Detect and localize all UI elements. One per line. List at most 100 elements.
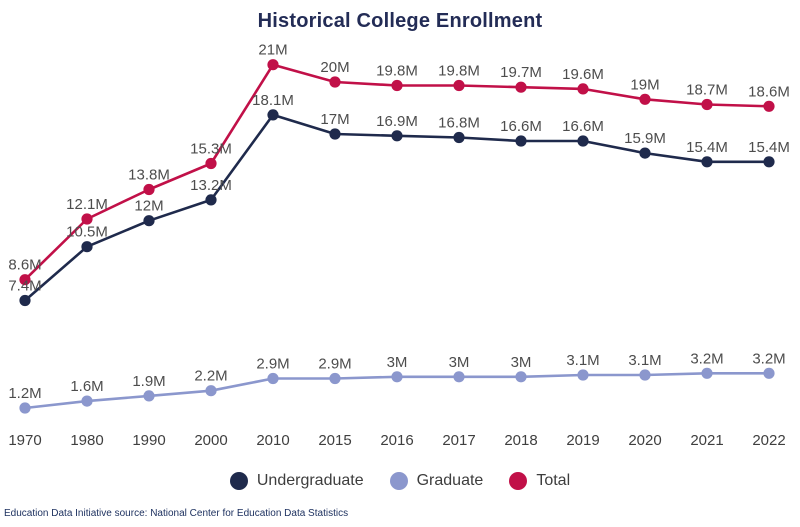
data-label-undergraduate-1990: 12M [134,198,163,215]
data-point-total-1990 [143,183,155,196]
data-label-undergraduate-2000: 13.2M [190,177,232,194]
data-point-graduate-2020 [639,369,651,381]
data-label-graduate-1980: 1.6M [70,378,103,395]
legend-item-graduate: Graduate [389,472,484,490]
x-axis-label-1980: 1980 [70,432,103,449]
data-label-total-1990: 13.8M [128,167,170,184]
data-label-undergraduate-2016: 16.9M [376,113,418,130]
data-point-graduate-2018 [515,371,527,383]
data-point-total-2022 [763,100,775,112]
data-point-graduate-2016 [391,371,403,383]
data-point-total-1980 [81,213,93,225]
legend-item-total: Total [509,472,570,490]
data-label-undergraduate-2015: 17M [320,111,349,128]
legend-label-total: Total [536,472,571,489]
data-point-total-2021 [701,98,713,111]
data-label-total-2019: 19.6M [562,66,604,83]
data-label-graduate-2016: 3M [387,354,408,371]
data-label-total-2022: 18.6M [748,83,790,100]
data-label-graduate-1970: 1.2M [8,385,41,402]
data-label-graduate-2019: 3.1M [566,352,599,369]
data-label-total-2018: 19.7M [500,64,542,81]
x-axis-label-2019: 2019 [566,432,599,449]
legend-item-undergraduate: Undergraduate [229,472,364,490]
data-point-total-2018 [515,81,527,93]
data-point-undergraduate-2016 [391,130,403,142]
data-point-undergraduate-1980 [81,241,93,253]
data-point-total-2015 [329,76,341,88]
data-point-total-2000 [205,157,217,170]
data-point-graduate-2015 [329,372,341,385]
data-point-total-1970 [19,274,31,286]
data-label-graduate-2010: 2.9M [256,356,289,373]
data-point-total-2020 [639,93,651,105]
data-label-undergraduate-2017: 16.8M [438,115,480,132]
undergraduate-dot-icon [229,472,248,490]
data-label-graduate-1990: 1.9M [132,373,165,390]
data-point-total-2016 [391,79,403,92]
graduate-dot-icon [389,472,408,490]
data-point-total-2019 [577,83,589,95]
data-label-total-2021: 18.7M [686,82,728,99]
data-point-undergraduate-2017 [453,131,465,144]
data-point-undergraduate-1970 [19,294,31,307]
data-label-undergraduate-2021: 15.4M [686,139,728,156]
data-point-total-2017 [453,79,465,92]
data-label-undergraduate-2019: 16.6M [562,118,604,135]
data-label-graduate-2020: 3.1M [628,352,661,369]
chart-title: Historical College Enrollment [257,10,543,32]
data-label-graduate-2017: 3M [449,354,470,371]
x-axis-label-2010: 2010 [256,432,289,449]
x-axis-label-2020: 2020 [628,432,661,449]
data-point-undergraduate-2010 [267,109,279,121]
data-point-total-2010 [267,59,279,71]
data-label-graduate-2018: 3M [511,354,532,371]
source-attribution: Education Data Initiative source: Nation… [4,508,349,519]
data-point-graduate-1970 [19,402,31,414]
data-label-total-2016: 19.8M [376,63,418,80]
x-axis-label-2015: 2015 [318,432,351,449]
data-label-graduate-2015: 2.9M [318,356,351,373]
data-point-undergraduate-2022 [763,156,775,168]
data-label-undergraduate-2020: 15.9M [624,130,666,147]
data-label-graduate-2000: 2.2M [194,368,227,385]
data-point-graduate-2022 [763,367,775,379]
data-label-total-2020: 19M [630,76,659,93]
data-point-undergraduate-2015 [329,128,341,140]
x-axis-label-2021: 2021 [690,432,723,449]
data-label-undergraduate-2022: 15.4M [748,139,790,156]
data-point-undergraduate-1990 [143,215,155,227]
data-label-total-2000: 15.3M [190,141,232,158]
data-point-graduate-2000 [205,385,217,397]
x-axis-label-1990: 1990 [132,432,165,449]
data-point-undergraduate-2020 [639,147,651,159]
data-point-graduate-1980 [81,395,93,407]
data-label-total-2015: 20M [320,59,349,76]
data-label-total-1980: 12.1M [66,196,108,213]
chart-legend: Undergraduate Graduate Total [0,472,800,490]
data-point-graduate-1990 [143,390,155,402]
data-point-graduate-2017 [453,371,465,383]
total-dot-icon [509,472,528,490]
data-label-total-2010: 21M [258,42,287,59]
data-point-graduate-2021 [701,367,713,379]
x-axis-label-1970: 1970 [8,432,41,449]
data-label-undergraduate-1980: 10.5M [66,224,108,241]
data-point-undergraduate-2021 [701,156,713,168]
x-axis-label-2022: 2022 [752,432,785,449]
enrollment-line-chart: 7.4M 10.5M 12M 13.2M 18.1M 17M 16.9M 16.8M 16.6M… [8,42,790,449]
data-label-undergraduate-1970: 7.4M [8,278,41,295]
data-label-graduate-2021: 3.2M [690,350,723,367]
data-point-undergraduate-2018 [515,135,527,147]
data-point-graduate-2019 [577,369,589,381]
x-axis-label-2018: 2018 [504,432,537,449]
data-point-graduate-2010 [267,372,279,385]
data-point-undergraduate-2000 [205,194,217,206]
x-axis-label-2016: 2016 [380,432,413,449]
data-label-undergraduate-2018: 16.6M [500,118,542,135]
data-label-graduate-2022: 3.2M [752,350,785,367]
data-label-total-2017: 19.8M [438,63,480,80]
data-label-total-1970: 8.6M [8,257,41,274]
legend-label-graduate: Graduate [416,472,484,489]
